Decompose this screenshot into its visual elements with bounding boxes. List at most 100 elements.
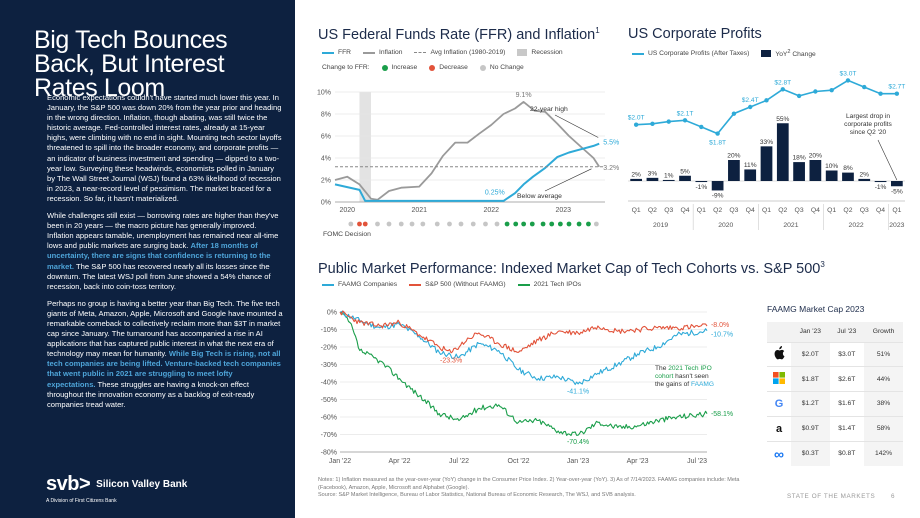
yoy-bar xyxy=(679,175,691,181)
data-label: 5.5% xyxy=(603,140,619,147)
y-tick-label: 0% xyxy=(327,310,337,317)
yoy-data-label: 20% xyxy=(809,153,822,160)
growth-value: 44% xyxy=(864,366,903,392)
x-tick-label: Apr '23 xyxy=(627,458,649,465)
table-row: G $1.2T $1.6T 38% xyxy=(767,391,903,417)
y-tick-label: -30% xyxy=(321,362,337,369)
fomc-decision-dot xyxy=(576,221,582,227)
svb-logo: svb> Silicon Valley Bank A Division of F… xyxy=(46,473,187,504)
profits-data-label: $3.0T xyxy=(840,70,857,77)
legend-label: 2021 Tech IPOs xyxy=(533,281,582,288)
annotation-span: FAAMG xyxy=(691,381,714,388)
fomc-decision-dot xyxy=(348,221,354,227)
tech-ipos-legend-item: 2021 Tech IPOs xyxy=(517,281,582,288)
y-tick-label: 6% xyxy=(321,134,331,141)
profits-point xyxy=(796,93,802,99)
yoy-data-label: 2% xyxy=(631,171,641,178)
quarter-tick-label: Q4 xyxy=(876,207,885,214)
fomc-decision-dot xyxy=(557,221,563,227)
growth-value: 142% xyxy=(864,440,903,466)
annotation-leader xyxy=(544,168,592,192)
legend-label: Increase xyxy=(391,64,418,71)
decrease-legend-item: Decrease xyxy=(429,64,468,71)
legend-label: Decrease xyxy=(439,64,468,71)
svb-logo-subtitle: A Division of First Citizens Bank xyxy=(46,498,117,504)
quarter-tick-label: Q3 xyxy=(795,207,804,214)
profits-point xyxy=(780,87,785,92)
avg-inflation-legend-item: Avg Inflation (1980-2019) xyxy=(414,49,505,56)
data-label: -10.7% xyxy=(711,331,733,338)
profits-point xyxy=(715,131,720,136)
yoy-bar xyxy=(744,169,757,181)
x-tick-label: Jan '23 xyxy=(567,458,589,465)
yoy-data-label: 2% xyxy=(859,171,869,178)
quarter-tick-label: Q2 xyxy=(648,207,657,214)
legend-swatch xyxy=(381,64,388,71)
profits-point xyxy=(633,122,639,127)
recession-band xyxy=(359,92,371,202)
paragraph-3-highlight: While Big Tech is rising, not all tech c… xyxy=(47,349,281,389)
quarter-tick-label: Q1 xyxy=(632,207,641,214)
annotation-span: 2021 Tech IPO xyxy=(668,365,712,372)
profits-chart: 2% 3% 1%5%-1%-9%20%11%33%55%18% 20%10% 8%2%-… xyxy=(628,70,905,230)
profits-data-label: $2.0T xyxy=(628,115,645,122)
profits-chart-title: US Corporate Profits xyxy=(628,26,762,42)
paragraph-3-part-a: Perhaps no group is having a better year… xyxy=(47,298,283,359)
profits-data-label: $2.7T xyxy=(888,84,905,91)
faamg-legend-item: FAAMG Companies xyxy=(322,281,397,288)
legend-label-part: Change xyxy=(790,51,816,59)
quarter-tick-label: Q1 xyxy=(827,207,836,214)
x-tick-label: Oct '22 xyxy=(508,458,530,465)
yoy-data-label: 33% xyxy=(760,139,773,146)
legend-swatch xyxy=(322,283,334,286)
growth-value: 58% xyxy=(864,415,903,442)
paragraph-3: Perhaps no group is having a better year… xyxy=(47,299,283,410)
fomc-decision-dot xyxy=(549,221,555,227)
yoy-legend-item: YoY2 Change xyxy=(761,49,816,59)
paragraph-2: While challenges still exist — borrowing… xyxy=(47,211,283,292)
yoy-data-label: 18% xyxy=(792,155,805,162)
y-tick-label: -50% xyxy=(321,397,337,404)
yoy-bar xyxy=(711,181,724,191)
annotation-below-average: Below average xyxy=(517,193,562,200)
quarter-tick-label: Q2 xyxy=(778,207,787,214)
legend-label: Recession xyxy=(531,49,563,56)
svb-logo-mark: svb> xyxy=(46,473,91,495)
microsoft-icon xyxy=(773,372,785,385)
market-legend: FAAMG Companies S&P 500 (Without FAAMG) … xyxy=(322,281,581,288)
yoy-data-label: 11% xyxy=(744,162,757,169)
fomc-decision-dot xyxy=(357,221,362,227)
footnote-notes: Notes: 1) Inflation measured as the year… xyxy=(318,477,740,491)
company-logo-cell: G xyxy=(767,391,791,417)
quarter-tick-label: Q2 xyxy=(843,207,852,214)
data-label: 0.25% xyxy=(485,189,505,196)
yoy-bar xyxy=(793,162,805,181)
annotation-span: hasn't seen xyxy=(673,373,709,380)
fomc-decision-dot xyxy=(540,221,546,227)
jan-value: $2.0T xyxy=(791,341,830,367)
header-jan: Jan '23 xyxy=(791,322,830,342)
legend-label-part: YoY xyxy=(775,51,788,59)
change-legend-label: Change to FFR: xyxy=(322,64,370,71)
market-chart-title-text: Public Market Performance: Indexed Marke… xyxy=(318,260,821,277)
profits-point xyxy=(845,78,851,83)
yoy-data-label: 20% xyxy=(727,153,740,160)
annotation-leader xyxy=(877,139,898,181)
market-chart: 0%-10%-20%-30%-40%-50%-60%-70%-80%Jan '2… xyxy=(321,310,733,466)
annotation-span: The xyxy=(655,365,668,372)
profits-point xyxy=(682,118,688,123)
yoy-bar xyxy=(630,178,643,181)
fomc-decision-dot xyxy=(529,221,535,227)
legend-swatch xyxy=(414,52,427,53)
sp500-legend-item: S&P 500 (Without FAAMG) xyxy=(409,281,506,288)
company-logo-cell xyxy=(767,341,791,367)
company-logo-cell: a xyxy=(767,415,791,442)
legend-swatch xyxy=(517,283,530,286)
x-tick-label: 2020 xyxy=(339,207,355,214)
legend-label: FFR xyxy=(338,49,351,56)
yoy-bar xyxy=(760,146,773,181)
left-panel: Big Tech Bounces Back, But Interest Rate… xyxy=(0,0,295,518)
y-tick-label: 4% xyxy=(321,156,331,163)
legend-label: Avg Inflation (1980-2019) xyxy=(430,49,506,56)
faamg-table-title: FAAMG Market Cap 2023 xyxy=(767,304,865,314)
